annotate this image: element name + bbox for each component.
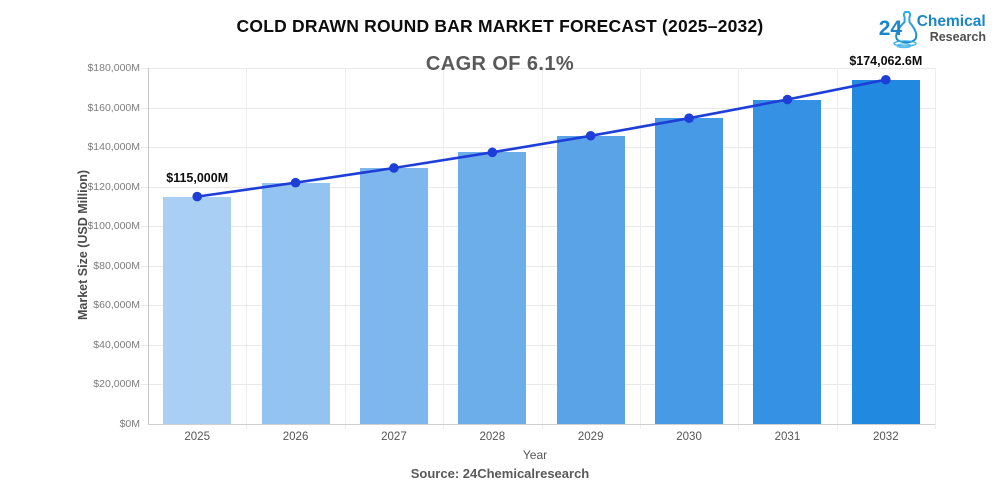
bar-2028 [458, 152, 527, 424]
bar-2030 [655, 118, 724, 424]
y-tick-label: $20,000M [93, 378, 140, 391]
logo-name-top: Chemical [916, 13, 986, 31]
value-label-2025: $115,000M [166, 170, 229, 185]
y-axis-line [148, 68, 149, 424]
y-gridline [141, 305, 935, 307]
x-gridline [541, 68, 543, 429]
y-tick-label: $160,000M [87, 101, 140, 114]
y-tick-label: $0M [119, 418, 140, 430]
y-gridline [141, 68, 935, 69]
x-tick-label: 2028 [479, 431, 506, 443]
logo-name-bottom: Research [929, 29, 986, 44]
x-axis-line [148, 424, 935, 425]
bar-2032 [851, 79, 920, 424]
y-gridline [141, 265, 935, 267]
x-gridline [443, 68, 445, 429]
y-gridline [141, 384, 935, 386]
x-tick-label: 2027 [381, 431, 407, 443]
brand-logo: 24 Chemical Research [878, 8, 986, 50]
bar-2025 [163, 196, 232, 424]
y-tick-label: $100,000M [87, 220, 140, 233]
bar-2029 [556, 135, 625, 424]
y-gridline [141, 344, 935, 346]
x-gridline [836, 68, 838, 429]
x-tick-label: 2026 [282, 431, 309, 443]
x-gridline [639, 68, 641, 429]
x-tick-label: 2029 [577, 431, 604, 443]
y-tick-label: $140,000M [87, 141, 140, 154]
bar-2026 [261, 182, 330, 424]
flask-icon: 24 [878, 8, 923, 50]
chart-title: COLD DRAWN ROUND BAR MARKET FORECAST (20… [236, 16, 764, 36]
y-tick-label: $80,000M [93, 259, 140, 272]
y-tick-label: $180,000M [87, 62, 140, 74]
x-gridline [935, 68, 936, 429]
y-gridline [141, 226, 935, 228]
x-tick-label: 2025 [184, 431, 210, 443]
source-text: Source: 24Chemicalresearch [410, 466, 590, 481]
bar-2031 [753, 99, 822, 424]
x-gridline [344, 68, 346, 429]
x-gridline [738, 68, 740, 429]
x-tick-label: 2032 [873, 431, 899, 443]
value-label-2032: $174,062.6M [849, 53, 923, 68]
x-tick-label: 2030 [676, 431, 702, 443]
y-tick-label: $60,000M [93, 299, 140, 312]
chart-subtitle: CAGR OF 6.1% [425, 53, 575, 75]
y-tick-label: $120,000M [87, 180, 140, 193]
logo-number: 24 [878, 17, 903, 40]
x-gridline [246, 68, 248, 429]
x-axis-title: Year [522, 448, 548, 462]
y-tick-label: $40,000M [93, 338, 140, 351]
x-tick-label: 2031 [774, 431, 801, 443]
bar-2027 [359, 167, 428, 424]
